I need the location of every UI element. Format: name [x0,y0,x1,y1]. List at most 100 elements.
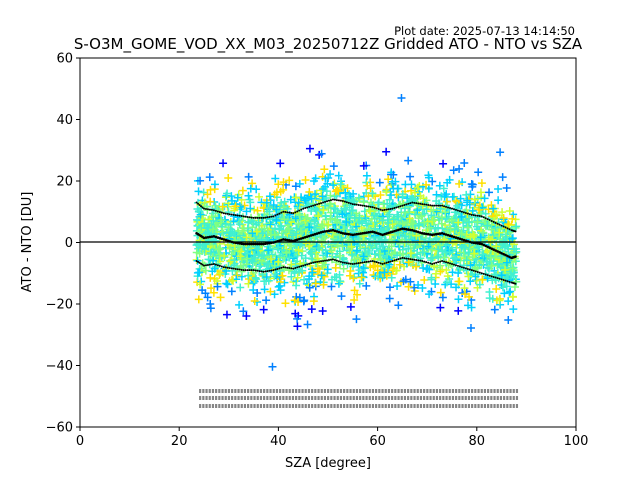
scatter-point [404,156,413,165]
bin-count-glyph [499,389,503,393]
stat-point [456,209,459,212]
stat-point [439,204,442,207]
bin-count-glyph [243,404,247,408]
bin-count-glyph [506,389,509,393]
scatter-point [222,310,231,319]
stat-point [204,207,207,210]
scatter-point [196,176,205,185]
x-tick-label: 0 [76,434,84,449]
scatter-point [253,289,262,298]
stat-point [425,203,428,206]
bin-count-glyph [269,389,272,393]
scatter-point [418,248,427,257]
bin-count-glyph [368,404,371,408]
stat-point [420,231,424,235]
stat-point [341,199,344,202]
scatter-point [193,256,202,265]
stat-point [375,231,378,235]
stat-point [210,208,213,211]
bin-count-glyph [240,389,243,393]
scatter-point [424,173,433,182]
scatter-point [270,290,279,299]
scatter-point [274,180,283,189]
stat-point [220,211,223,214]
stat-point [351,233,355,237]
scatter-point [448,193,457,202]
bin-count-glyph [387,404,391,408]
stat-point [480,215,483,218]
bin-count-glyph [429,404,432,408]
bin-count-glyph [458,404,461,408]
bin-count-glyph [205,404,208,408]
scatter-point [440,192,449,201]
scatter-point [324,174,333,183]
stat-point [426,232,430,236]
bin-count-glyph [480,389,483,393]
bin-count-glyph [515,396,519,400]
stat-point [413,201,416,204]
bin-count-glyph [391,389,394,393]
scatter-point [252,275,261,284]
stat-point [395,258,398,261]
bin-count-glyph [512,396,515,400]
stat-point [395,229,398,232]
scatter-point [254,250,263,259]
scatter-point [247,255,256,264]
scatter-point [194,187,203,196]
bin-count-glyph [336,404,339,408]
scatter-point [422,180,431,189]
bin-count-glyph [512,389,515,393]
stat-point [311,233,315,237]
scatter-point [265,219,274,228]
stat-point [445,261,448,264]
bin-count-glyph [336,389,339,393]
stat-point [385,261,388,264]
scatter-point [504,316,513,325]
scatter-point [210,264,219,273]
scatter-point [262,265,271,274]
bin-count-glyph [493,404,496,408]
scatter-point [196,227,205,236]
scatter-point [347,250,356,259]
scatter-point [321,233,330,242]
stat-point [291,239,295,243]
scatter-point [229,276,238,285]
scatter-point [326,191,335,200]
stat-point [282,210,285,213]
bin-count-glyph [394,389,397,393]
stat-point [310,205,313,208]
bin-count-glyph [487,389,490,393]
bin-count-glyph [199,389,202,393]
stat-point [462,266,465,269]
scatter-point [350,286,359,295]
bin-count-glyph [467,396,471,400]
scatter-point [384,175,393,184]
stat-point [220,265,223,268]
scatter-point [367,241,376,250]
stat-point [474,214,477,217]
bin-count-glyph [208,389,211,393]
stat-point [323,230,327,233]
scatter-point [490,305,499,314]
scatter-point [441,208,450,217]
scatter-point [371,239,380,248]
scatter-point [331,187,340,196]
scatter-point [216,293,225,302]
stat-point [327,199,330,202]
stat-point [375,207,378,210]
scatter-point [509,271,518,280]
scatter-point [204,223,213,232]
bin-count-glyph [490,396,493,400]
stat-point [423,260,426,263]
bin-count-glyph [381,396,384,400]
bin-count-glyph [346,396,349,400]
scatter-point [226,257,235,266]
scatter-point [359,252,368,261]
scatter-point [309,297,318,306]
scatter-point [385,203,394,212]
scatter-point [436,288,445,297]
stat-point [288,267,291,270]
scatter-point [402,259,411,268]
stat-point [284,238,287,242]
bin-count-glyph [445,389,448,393]
